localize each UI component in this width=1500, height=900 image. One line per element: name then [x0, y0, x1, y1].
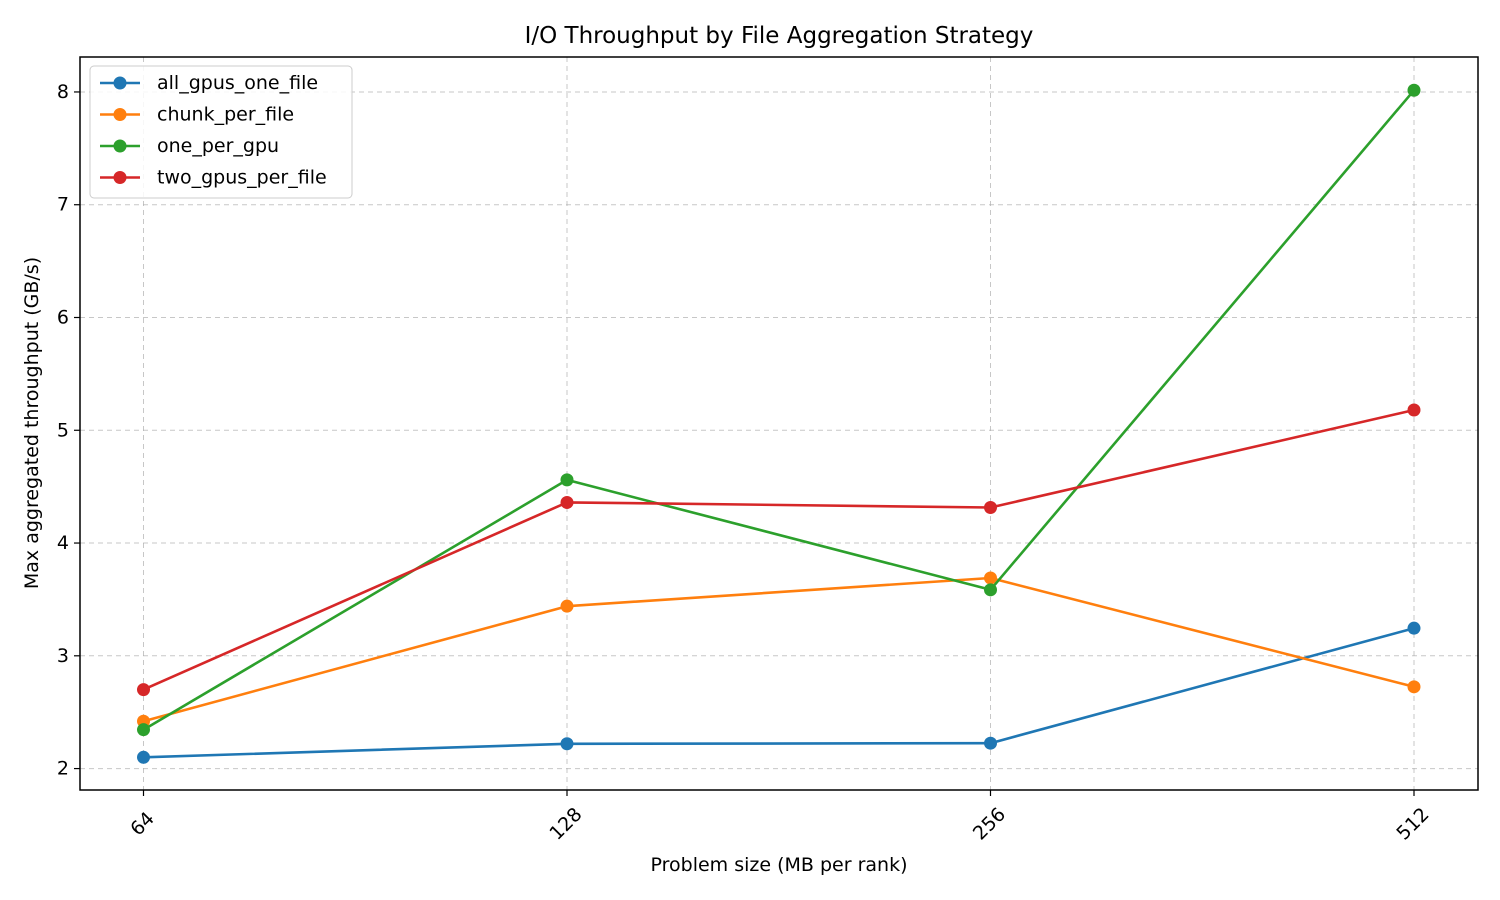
y-tick-label: 3	[57, 645, 69, 667]
data-point-two_gpus_per_file	[1407, 403, 1421, 417]
y-tick-label: 8	[57, 81, 69, 103]
series-lines	[137, 83, 1421, 764]
data-point-all_gpus_one_file	[1407, 621, 1421, 635]
legend-marker-one_per_gpu	[113, 139, 127, 153]
y-axis-ticks: 2 3 4 5 6 7 8	[57, 81, 80, 780]
data-point-all_gpus_one_file	[137, 750, 150, 764]
legend-marker-two_gpus_per_file	[113, 171, 127, 184]
grid	[80, 57, 1478, 790]
chart-title: I/O Throughput by File Aggregation Strat…	[525, 23, 1034, 49]
legend-label-chunk_per_file: chunk_per_file	[157, 104, 294, 126]
data-point-two_gpus_per_file	[984, 501, 997, 515]
legend: all_gpus_one_file chunk_per_file one_per_g…	[89, 65, 353, 199]
series-line-one_per_gpu	[142, 89, 1415, 731]
y-tick-label: 2	[57, 758, 69, 780]
legend-label-one_per_gpu: one_per_gpu	[157, 135, 279, 157]
data-point-one_per_gpu	[1407, 83, 1421, 97]
legend-label-two_gpus_per_file: two_gpus_per_file	[157, 167, 327, 189]
data-point-two_gpus_per_file	[137, 683, 150, 697]
data-point-one_per_gpu	[137, 723, 150, 737]
y-tick-label: 5	[57, 419, 69, 441]
y-tick-label: 7	[57, 194, 69, 216]
plot-frame	[79, 56, 1479, 791]
y-tick-label: 4	[57, 532, 69, 554]
legend-label-all_gpus_one_file: all_gpus_one_file	[157, 72, 318, 94]
legend-box	[89, 65, 353, 199]
data-point-all_gpus_one_file	[984, 736, 997, 750]
legend-marker-all_gpus_one_file	[113, 76, 127, 90]
x-axis-label: Problem size (MB per rank)	[651, 854, 908, 876]
series-line-chunk_per_file	[143, 576, 1415, 723]
legend-marker-chunk_per_file	[113, 108, 127, 121]
data-point-chunk_per_file	[984, 571, 997, 585]
data-point-one_per_gpu	[984, 583, 997, 597]
data-point-chunk_per_file	[1407, 680, 1421, 694]
data-point-two_gpus_per_file	[560, 495, 574, 509]
y-tick-label: 6	[57, 306, 69, 328]
data-point-chunk_per_file	[560, 599, 574, 613]
series-line-all_gpus_one_file	[143, 626, 1415, 759]
y-axis-label: Max aggregated throughput (GB/s)	[21, 257, 43, 589]
series-line-two_gpus_per_file	[142, 408, 1415, 691]
data-point-all_gpus_one_file	[560, 737, 574, 751]
data-point-one_per_gpu	[560, 473, 574, 487]
